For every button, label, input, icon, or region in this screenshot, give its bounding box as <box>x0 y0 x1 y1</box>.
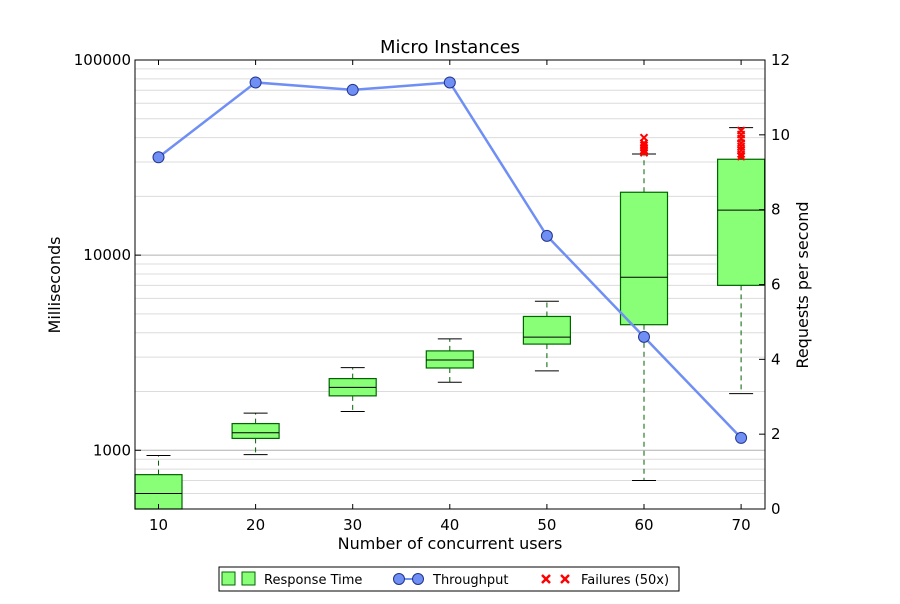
throughput-point <box>638 330 650 343</box>
right-axis-ticks: 0 2 4 6 8 10 12 <box>759 51 790 518</box>
x-tick-label: 70 <box>732 516 751 534</box>
box-body <box>425 350 474 369</box>
x-tick-label: 10 <box>149 516 168 534</box>
failure-marker <box>736 152 746 161</box>
right-tick-label: 0 <box>771 500 781 518</box>
chart-title: Micro Instances <box>380 37 520 58</box>
x-axis-label: Number of concurrent users <box>338 534 563 553</box>
legend-response-swatch-1 <box>221 571 236 586</box>
box-40 <box>425 338 474 383</box>
x-axis-ticks: 10 20 30 40 50 60 70 <box>149 60 751 534</box>
failure-marker <box>639 141 649 150</box>
left-tick-label: 1000 <box>93 441 131 459</box>
box-70 <box>716 127 766 395</box>
box-body <box>134 474 183 510</box>
x-tick-label: 30 <box>343 516 362 534</box>
box-50 <box>522 300 572 372</box>
failure-stroke <box>736 152 746 161</box>
box-series <box>134 127 766 510</box>
box-body <box>522 315 572 345</box>
failure-markers <box>639 126 746 161</box>
plot-frame <box>134 59 766 510</box>
right-tick-label: 2 <box>771 425 781 443</box>
throughput-point <box>443 76 456 89</box>
box-body <box>619 191 669 326</box>
legend-failures-label: Failures (50x) <box>581 573 669 588</box>
left-axis-ticks: 1000 10000 100000 <box>74 51 141 459</box>
left-tick-label: 10000 <box>83 246 131 264</box>
x-tick-label: 60 <box>634 516 653 534</box>
right-axis-label: Requests per second <box>793 201 812 368</box>
failure-stroke <box>736 126 746 135</box>
legend-throughput-marker-2 <box>412 573 424 585</box>
throughput-point <box>540 229 553 242</box>
legend-frame <box>218 566 680 592</box>
grid <box>135 68 765 510</box>
legend-failure-marker-1 <box>541 574 551 584</box>
throughput-point <box>249 76 262 89</box>
throughput-point <box>346 83 359 96</box>
x-tick-label: 20 <box>246 516 265 534</box>
right-tick-label: 12 <box>771 51 790 69</box>
legend-throughput-label: Throughput <box>432 573 509 588</box>
failure-stroke <box>639 141 649 150</box>
box-body <box>231 422 280 440</box>
box-30 <box>328 367 377 412</box>
throughput-point <box>152 151 165 164</box>
left-tick-label: 100000 <box>74 51 131 69</box>
right-tick-label: 6 <box>771 276 781 294</box>
failure-marker <box>736 126 746 135</box>
box-60 <box>619 153 669 481</box>
throughput-point <box>735 431 748 444</box>
box-20 <box>231 412 280 456</box>
failure-stroke <box>639 133 649 142</box>
legend: Response Time Throughput Failures (50x) <box>218 566 680 592</box>
right-tick-label: 10 <box>771 126 790 144</box>
x-tick-label: 40 <box>440 516 459 534</box>
failure-marker <box>639 133 649 142</box>
right-tick-label: 8 <box>771 201 781 219</box>
x-tick-label: 50 <box>537 516 556 534</box>
legend-response-swatch-2 <box>241 571 256 586</box>
box-10 <box>134 455 183 510</box>
legend-failure-marker-2 <box>560 574 570 584</box>
left-axis-label: Milliseconds <box>45 237 64 334</box>
legend-response-label: Response Time <box>264 573 362 588</box>
right-tick-label: 4 <box>771 350 781 368</box>
throughput-series <box>152 76 748 444</box>
legend-throughput-marker-1 <box>393 573 405 585</box>
box-body <box>716 158 766 286</box>
